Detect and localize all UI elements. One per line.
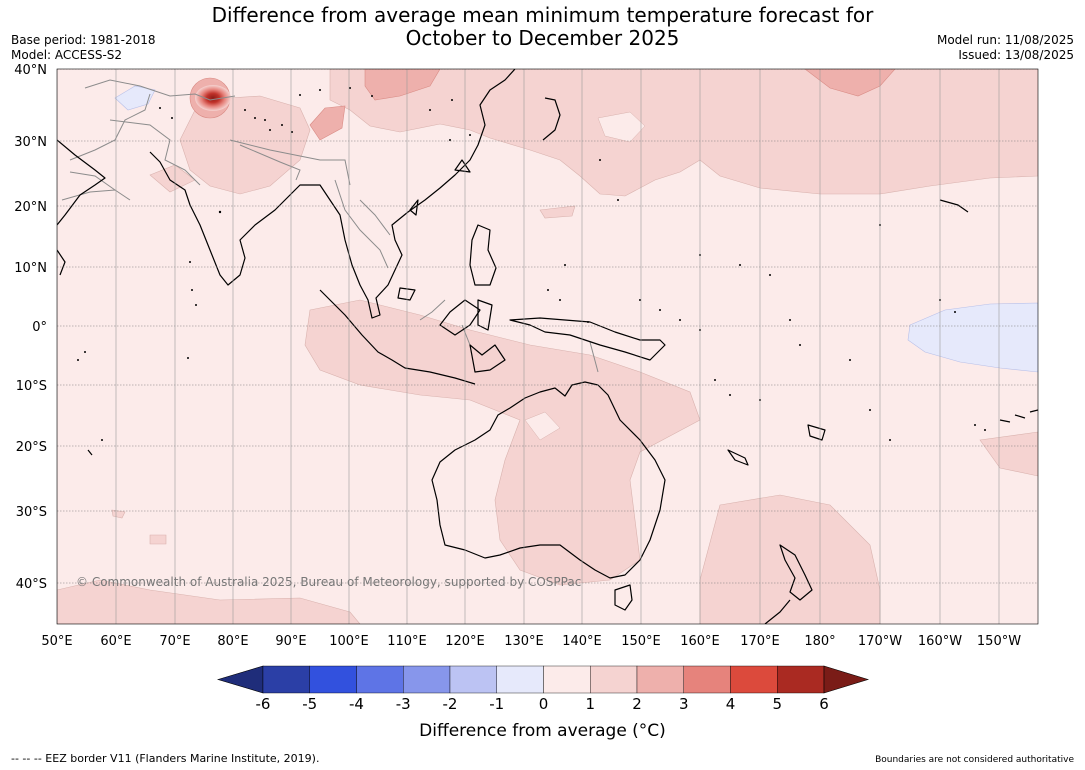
australia-coast [431, 381, 666, 579]
base-period-text: Base period: 1981-2018 [11, 33, 156, 47]
colorbar-segment [590, 665, 638, 694]
longitude-label: 70°E [159, 634, 190, 649]
longitude-label: 120°E [445, 634, 485, 649]
longitude-label: 150°W [977, 634, 1021, 649]
longitude-label: 90°E [275, 634, 306, 649]
island-dots [77, 87, 986, 441]
colorbar-segment [356, 665, 404, 694]
longitude-label: 50°E [41, 634, 72, 649]
longitude-label: 100°E [329, 634, 369, 649]
eez-border-note: -- -- -- EEZ border V11 (Flanders Marine… [11, 752, 320, 765]
colorbar-segment [403, 665, 451, 694]
longitude-label: 160°W [918, 634, 962, 649]
colorbar-segment [683, 665, 731, 694]
longitude-label: 110°E [387, 634, 427, 649]
colorbar-segment [636, 665, 684, 694]
latitude-label: 20°N [14, 200, 47, 215]
colorbar-tick-label: 2 [632, 695, 642, 713]
colorbar-segment [543, 665, 591, 694]
map-title-line-2: October to December 2025 [405, 26, 680, 50]
map-title-line-1: Difference from average mean minimum tem… [211, 3, 874, 27]
arabian-coast [57, 139, 106, 226]
colorbar-tick-label: -4 [349, 695, 364, 713]
longitude-label: 170°W [858, 634, 902, 649]
longitude-label: 180° [804, 634, 835, 649]
colorbar-segment [730, 665, 778, 694]
meta-left: Base period: 1981-2018 Model: ACCESS-S2 [11, 33, 156, 63]
colorbar-tick-label: 6 [819, 695, 829, 713]
latitude-label: 20°S [16, 440, 47, 455]
colorbar-segment [496, 665, 544, 694]
colorbar-segment [449, 665, 497, 694]
colorbar-tick-labels: -6 -5 -4 -3 -2 -1 0 1 2 3 4 5 6 [256, 695, 829, 713]
colorbar-segment [777, 665, 825, 694]
colorbar-tick-label: -1 [489, 695, 504, 713]
tasmania-coast [614, 584, 633, 611]
colorbar-tick-label: -3 [396, 695, 411, 713]
colorbar-high-extend [823, 665, 870, 694]
country-borders [61, 79, 599, 373]
latitude-label: 40°S [16, 577, 47, 592]
latitude-label: 10°S [16, 379, 47, 394]
colorbar-tick-label: 5 [772, 695, 782, 713]
anomaly-hotspot [195, 85, 231, 111]
issued-text: Issued: 13/08/2025 [958, 48, 1074, 62]
colorbar-title: Difference from average (°C) [419, 721, 666, 741]
map-title: Difference from average mean minimum tem… [0, 4, 1085, 50]
anomaly-minus-1-to-0-regions [114, 85, 1038, 373]
map-area [57, 69, 1038, 624]
coastlines [57, 69, 1038, 624]
longitude-label: 160°E [680, 634, 720, 649]
latitude-label: 40°N [14, 63, 47, 78]
anomaly-0-to-1-patches [524, 111, 646, 441]
colorbar-tick-label: 4 [726, 695, 736, 713]
longitude-label: 140°E [562, 634, 602, 649]
colorbar-tick-label: 3 [679, 695, 689, 713]
latitude-label: 30°S [16, 505, 47, 520]
longitude-label: 80°E [217, 634, 248, 649]
longitude-label: 130°E [504, 634, 544, 649]
colorbar-low-extend [216, 665, 264, 694]
map-frame [56, 68, 1039, 625]
nz-north-island [779, 544, 813, 601]
model-run-text: Model run: 11/08/2025 [936, 33, 1074, 47]
colorbar-segment [262, 665, 310, 694]
latitude-label: 0° [32, 320, 47, 335]
colorbar-segment [309, 665, 357, 694]
anomaly-1-to-2-regions [57, 69, 1038, 624]
model-text: Model: ACCESS-S2 [11, 48, 123, 62]
colorbar-tick-label: 1 [585, 695, 595, 713]
meta-right: Model run: 11/08/2025 Issued: 13/08/2025 [937, 33, 1074, 63]
colorbar-tick-label: -5 [302, 695, 317, 713]
longitude-labels: 50°E 60°E 70°E 80°E 90°E 100°E 110°E 120°E 130°E… [41, 634, 1021, 649]
copyright-text: © Commonwealth of Australia 2025, Bureau… [76, 575, 581, 589]
colorbar [216, 665, 870, 694]
asia-mainland-coast [149, 69, 516, 319]
longitude-label: 60°E [100, 634, 131, 649]
colorbar-tick-label: -6 [256, 695, 271, 713]
colorbar-tick-label: 0 [539, 695, 549, 713]
colorbar-tick-label: -2 [443, 695, 458, 713]
latitude-label: 30°N [14, 135, 47, 150]
longitude-label: 150°E [621, 634, 661, 649]
boundaries-disclaimer: Boundaries are not considered authoritat… [875, 755, 1074, 765]
latitude-labels: 40°N 30°N 20°N 10°N 0° 10°S 20°S 30°S 40°S [14, 63, 47, 592]
graticule [57, 69, 1038, 624]
latitude-label: 10°N [14, 261, 47, 276]
longitude-label: 170°E [740, 634, 780, 649]
